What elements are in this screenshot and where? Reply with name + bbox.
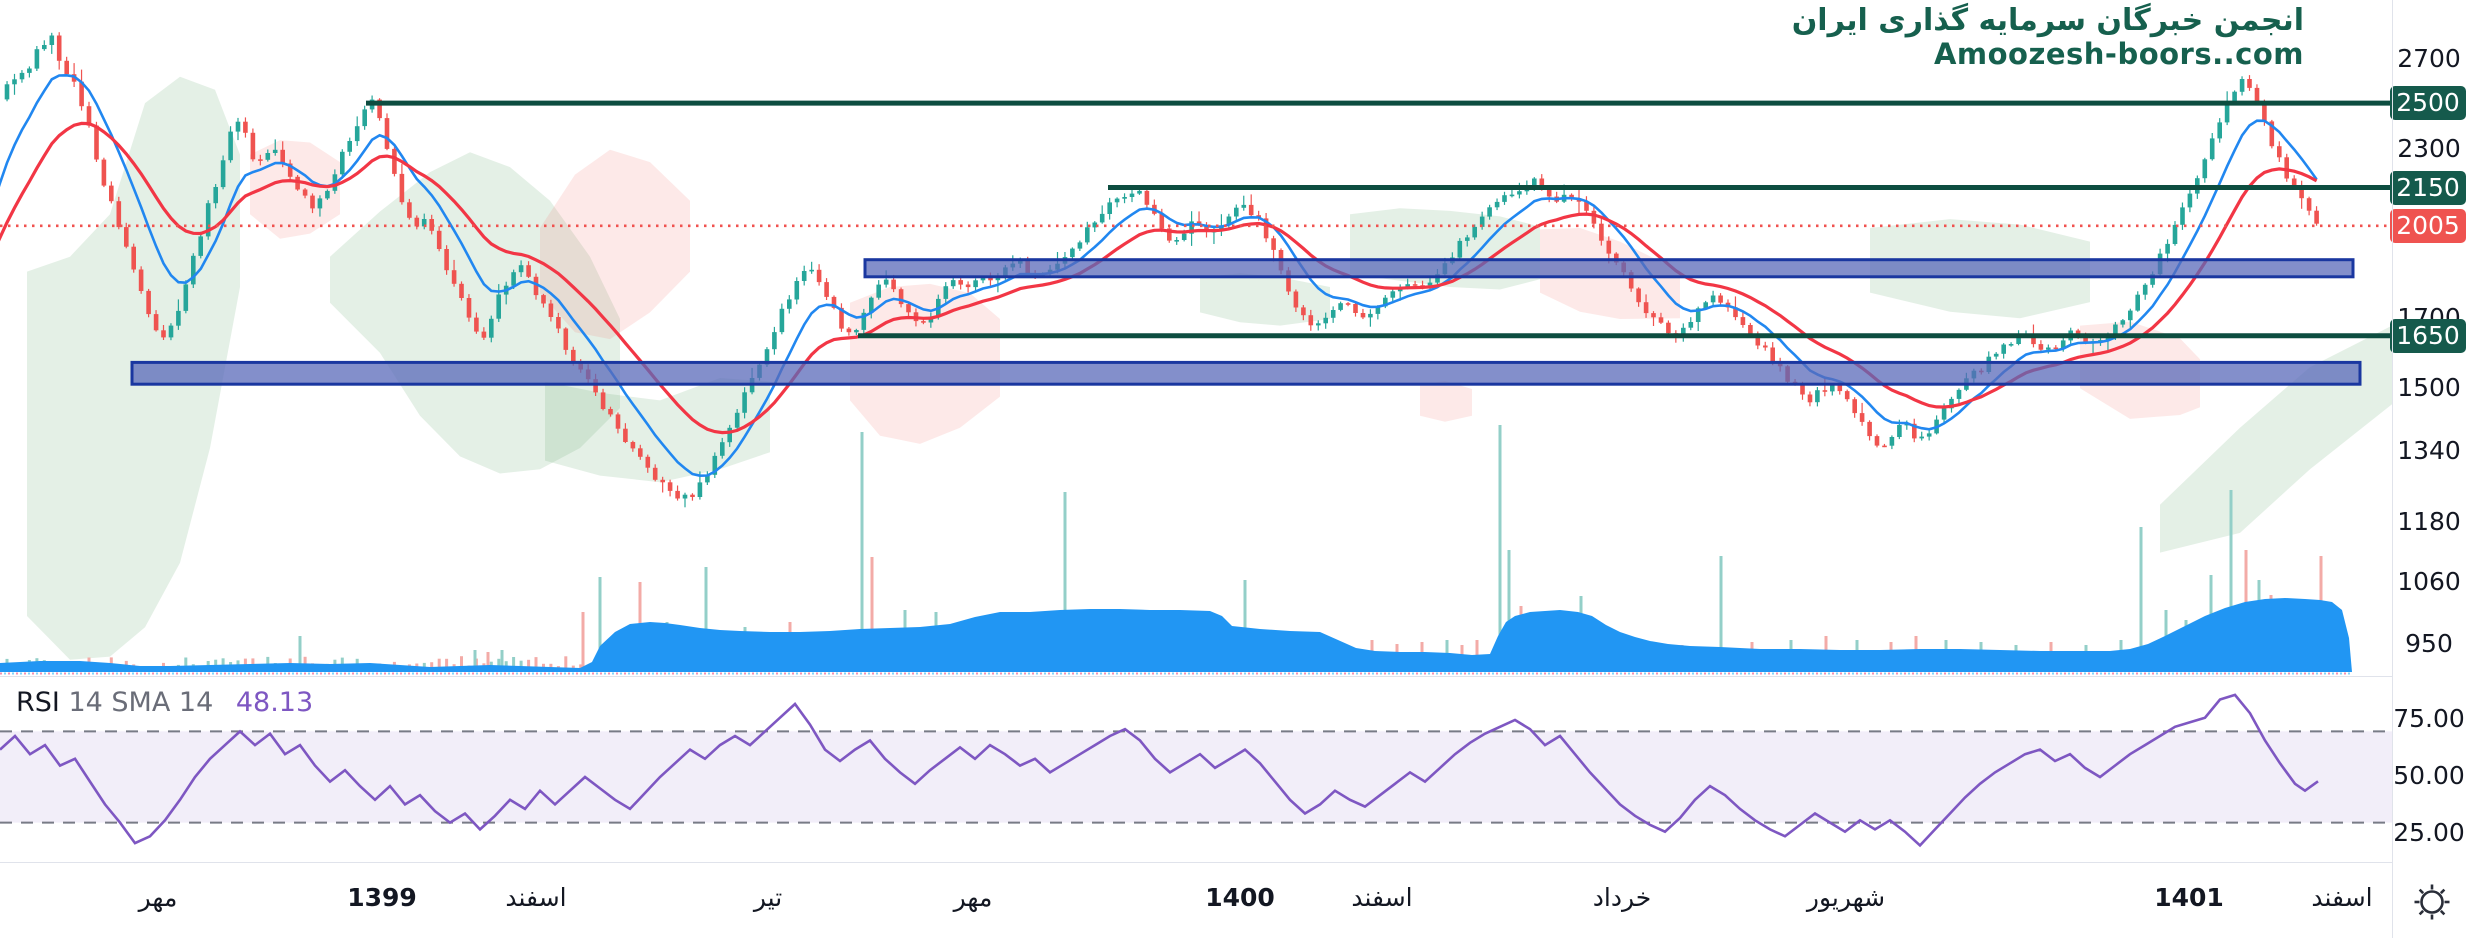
time-axis-label: اسفند bbox=[1351, 883, 1413, 912]
price-axis[interactable]: 2700250023001700150013401180106095025002… bbox=[2390, 0, 2472, 862]
time-axis-label: 1400 bbox=[1205, 883, 1275, 912]
volume-ma-area bbox=[0, 598, 2352, 672]
axis-divider bbox=[2392, 0, 2393, 938]
watermark: انجمن خبرگان سرمایه گذاری ایران Amoozesh… bbox=[1792, 4, 2304, 70]
ma-slow-line bbox=[0, 121, 2318, 435]
time-axis-label: شهریور bbox=[1806, 883, 1886, 912]
rsi-params: 14 SMA 14 bbox=[68, 687, 214, 718]
rsi-value: 48.13 bbox=[235, 687, 314, 718]
timezone-settings-icon[interactable] bbox=[2412, 882, 2452, 922]
price-tick-label: 1060 bbox=[2397, 567, 2461, 597]
ma-fast-line bbox=[0, 73, 2318, 478]
last-price-badge: 2005 bbox=[2390, 208, 2466, 243]
panel-divider[interactable] bbox=[0, 676, 2392, 677]
time-axis-label: اسفند bbox=[505, 883, 567, 912]
price-tick-label: 1500 bbox=[2397, 373, 2461, 403]
time-axis[interactable]: مهر 1399 اسفند تیر مهر 1400 اسفند خرداد شهریور 14… bbox=[0, 862, 2392, 938]
level-price-badge: 2150 bbox=[2390, 170, 2466, 205]
time-axis-label: تیر bbox=[753, 883, 783, 912]
watermark-title-latin: Amoozesh-boors..com bbox=[1933, 36, 2304, 71]
rsi-label: RSI bbox=[16, 687, 60, 718]
rsi-panel[interactable] bbox=[0, 677, 2392, 862]
level-price-badge: 2500 bbox=[2390, 86, 2466, 121]
price-tick-label: 2700 bbox=[2397, 44, 2461, 73]
rsi-tick-label: 25.00 bbox=[2393, 818, 2465, 847]
supply-demand-zone[interactable] bbox=[863, 258, 2355, 279]
price-chart-panel[interactable] bbox=[0, 0, 2392, 676]
ichimoku-cloud-bullish bbox=[330, 152, 620, 474]
time-axis-label: اسفند bbox=[2311, 883, 2373, 912]
rsi-tick-label: 75.00 bbox=[2393, 704, 2465, 733]
time-axis-label: مهر bbox=[953, 883, 993, 912]
ichimoku-cloud-bullish bbox=[1200, 273, 1330, 326]
time-axis-label: 1399 bbox=[347, 883, 417, 912]
price-tick-label: 1180 bbox=[2397, 507, 2461, 537]
rsi-tick-label: 50.00 bbox=[2393, 761, 2465, 790]
rsi-line bbox=[0, 693, 2319, 848]
ichimoku-cloud-bearish bbox=[1420, 380, 1472, 422]
supply-demand-zone[interactable] bbox=[130, 360, 2362, 386]
rsi-band bbox=[0, 731, 2392, 823]
price-tick-label: 950 bbox=[2405, 628, 2453, 658]
time-axis-label: مهر bbox=[138, 883, 178, 912]
level-price-badge: 1650 bbox=[2390, 318, 2466, 353]
price-tick-label: 2300 bbox=[2397, 133, 2461, 163]
watermark-title-farsi: انجمن خبرگان سرمایه گذاری ایران bbox=[1791, 3, 2304, 38]
ichimoku-cloud-bearish bbox=[540, 149, 690, 340]
time-axis-label: خرداد bbox=[1592, 883, 1652, 912]
rsi-indicator-header[interactable]: RSI 14 SMA 14 48.13 bbox=[16, 687, 313, 718]
time-axis-label: 1401 bbox=[2154, 883, 2224, 912]
price-tick-label: 1340 bbox=[2397, 436, 2461, 466]
